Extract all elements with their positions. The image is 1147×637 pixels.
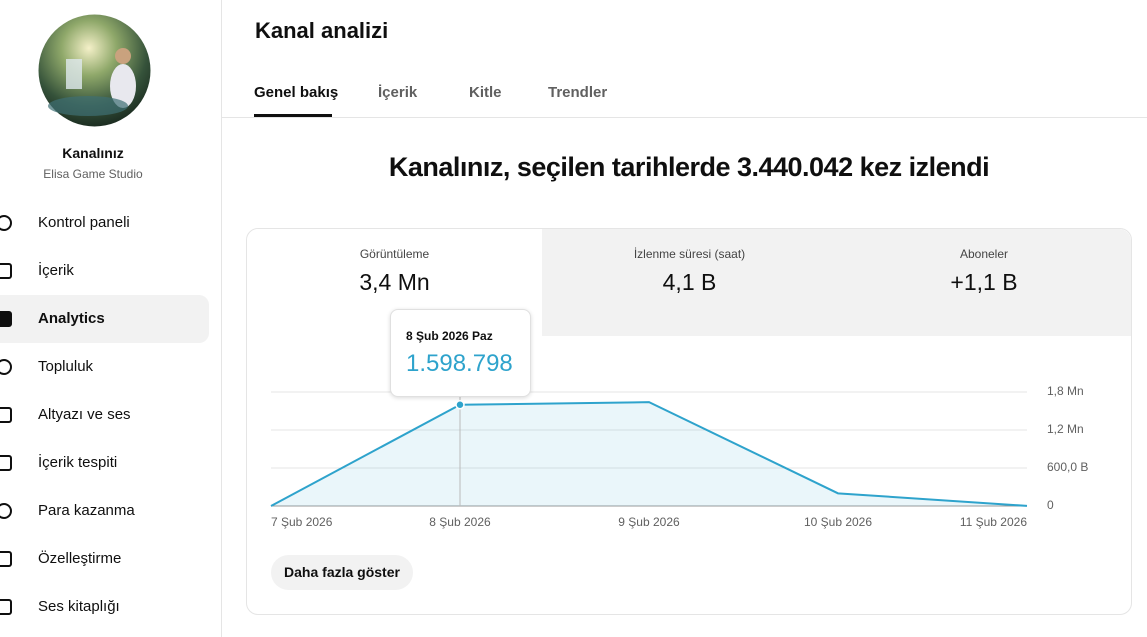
nav-item[interactable]: Özelleştirme [0,535,209,583]
nav-label: Kontrol paneli [38,214,130,231]
card [246,228,1132,615]
y-tick-label: 1,8 Mn [1047,384,1084,398]
nav-label: İçerik tespiti [38,454,118,471]
nav-item[interactable]: Altyazı ve ses [0,391,209,439]
nav-item[interactable]: Topluluk [0,343,209,391]
tab-indicator [254,114,332,117]
chart: 0 600,0 B 1,2 Mn 1,8 Mn 7 Şub 2026 8 Şub 2026… [270,384,1088,529]
point [455,399,465,410]
area [271,402,1027,506]
nav-icon [0,359,12,375]
nav-item[interactable]: İçerik tespiti [0,439,209,487]
divider [222,117,1147,118]
tab[interactable]: Trendler [548,84,608,101]
nav-icon [0,551,12,567]
nav-item[interactable]: İçerik [0,247,209,295]
tab[interactable]: İçerik [378,84,418,101]
line [270,401,1028,507]
metric-label: İzlenme süresi (saat) [633,247,746,261]
nav-icon [0,455,12,471]
x-tick-label: 10 Şub 2026 [804,515,872,529]
nav-label: Analytics [38,310,105,327]
nav-label: Özelleştirme [38,550,122,567]
metric-value: 3,4 Mn [359,269,430,295]
show-more-button[interactable]: Daha fazla göster [271,555,413,590]
avatar[interactable] [38,14,151,127]
y-tick-label: 600,0 B [1047,460,1088,474]
metric-value: 4,1 B [662,269,717,295]
page-title: Kanal analizi [255,18,389,43]
nav-label: Ses kitaplığı [38,598,120,615]
metric-tab[interactable]: Aboneler +1,1 B [837,229,1131,336]
metric-tab[interactable]: İzlenme süresi (saat) 4,1 B [542,229,838,336]
tooltip-value: 1.598.798 [406,350,513,377]
x-tick-label: 7 Şub 2026 [271,515,333,529]
channel-name: Elisa Game Studio [43,167,143,181]
x-tick-label: 11 Şub 2026 [960,515,1027,529]
tab[interactable]: Kitle [469,84,502,101]
sidebar: Kanalınız Elisa Game Studio Kontrol pane… [0,0,222,637]
metric-label: Görüntüleme [359,247,430,261]
metric-value: +1,1 B [950,269,1018,295]
nav-label: Altyazı ve ses [38,406,131,423]
nav-icon [0,503,12,519]
nav-icon [0,215,12,231]
tooltip-date: 8 Şub 2026 Paz [406,329,493,343]
tab[interactable]: Genel bakış [254,84,339,101]
nav-label: İçerik [38,262,74,279]
y-tick-label: 1,2 Mn [1047,422,1084,436]
nav-item[interactable]: Kontrol paneli [0,199,209,247]
nav-icon [0,407,12,423]
nav-item[interactable]: Ses kitaplığı [0,583,209,631]
x-tick-label: 8 Şub 2026 [429,515,491,529]
channel-label: Kanalınız [62,145,124,161]
nav-icon [0,263,12,279]
headline: Kanalınız, seçilen tarihlerde 3.440.042 … [388,152,990,182]
nav-icon [0,311,12,327]
metric-label: Aboneler [959,247,1009,261]
nav-item[interactable]: Analytics [0,295,209,343]
x-tick-label: 9 Şub 2026 [618,515,680,529]
y-tick-label: 0 [1047,498,1054,512]
nav-icon [0,599,12,615]
nav-label: Para kazanma [38,502,135,519]
tooltip: 8 Şub 2026 Paz 1.598.798 [390,309,531,397]
nav-item[interactable]: Para kazanma [0,487,209,535]
nav-label: Topluluk [38,358,94,375]
